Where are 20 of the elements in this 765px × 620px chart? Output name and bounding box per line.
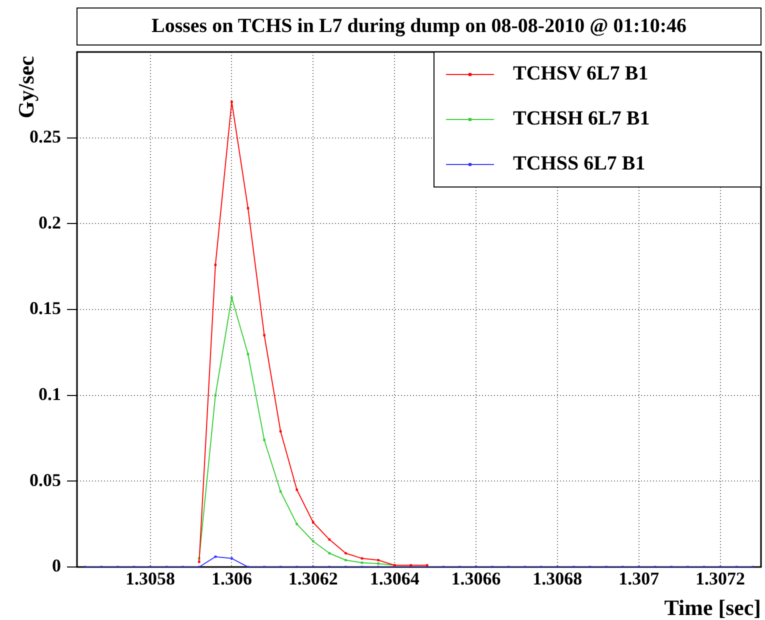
x-tick-label: 1.3062: [288, 568, 338, 588]
y-tick-label: 0.15: [30, 298, 61, 318]
x-tick-label: 1.3064: [370, 568, 420, 588]
x-tick-label: 1.3068: [532, 568, 582, 588]
y-tick-label: 0: [52, 556, 61, 576]
legend-label: TCHSV 6L7 B1: [513, 62, 648, 85]
legend-label: TCHSH 6L7 B1: [513, 108, 650, 130]
x-axis-title: Time [sec]: [664, 595, 761, 620]
x-tick-label: 1.3066: [451, 568, 501, 588]
chart-title: Losses on TCHS in L7 during dump on 08-08-2010 @ 01:10:46: [151, 15, 687, 38]
y-axis-title: Gy/sec: [14, 56, 39, 118]
y-tick-label: 0.1: [38, 384, 61, 404]
y-tick-label: 0.2: [38, 212, 61, 232]
y-tick-label: 0.25: [30, 126, 61, 146]
x-tick-label: 1.307: [618, 568, 660, 588]
x-tick-label: 1.3072: [696, 568, 746, 588]
legend-label: TCHSS 6L7 B1: [513, 152, 646, 175]
y-tick-label: 0.05: [30, 470, 61, 490]
x-tick-label: 1.3058: [126, 568, 176, 588]
x-tick-label: 1.306: [211, 568, 252, 588]
